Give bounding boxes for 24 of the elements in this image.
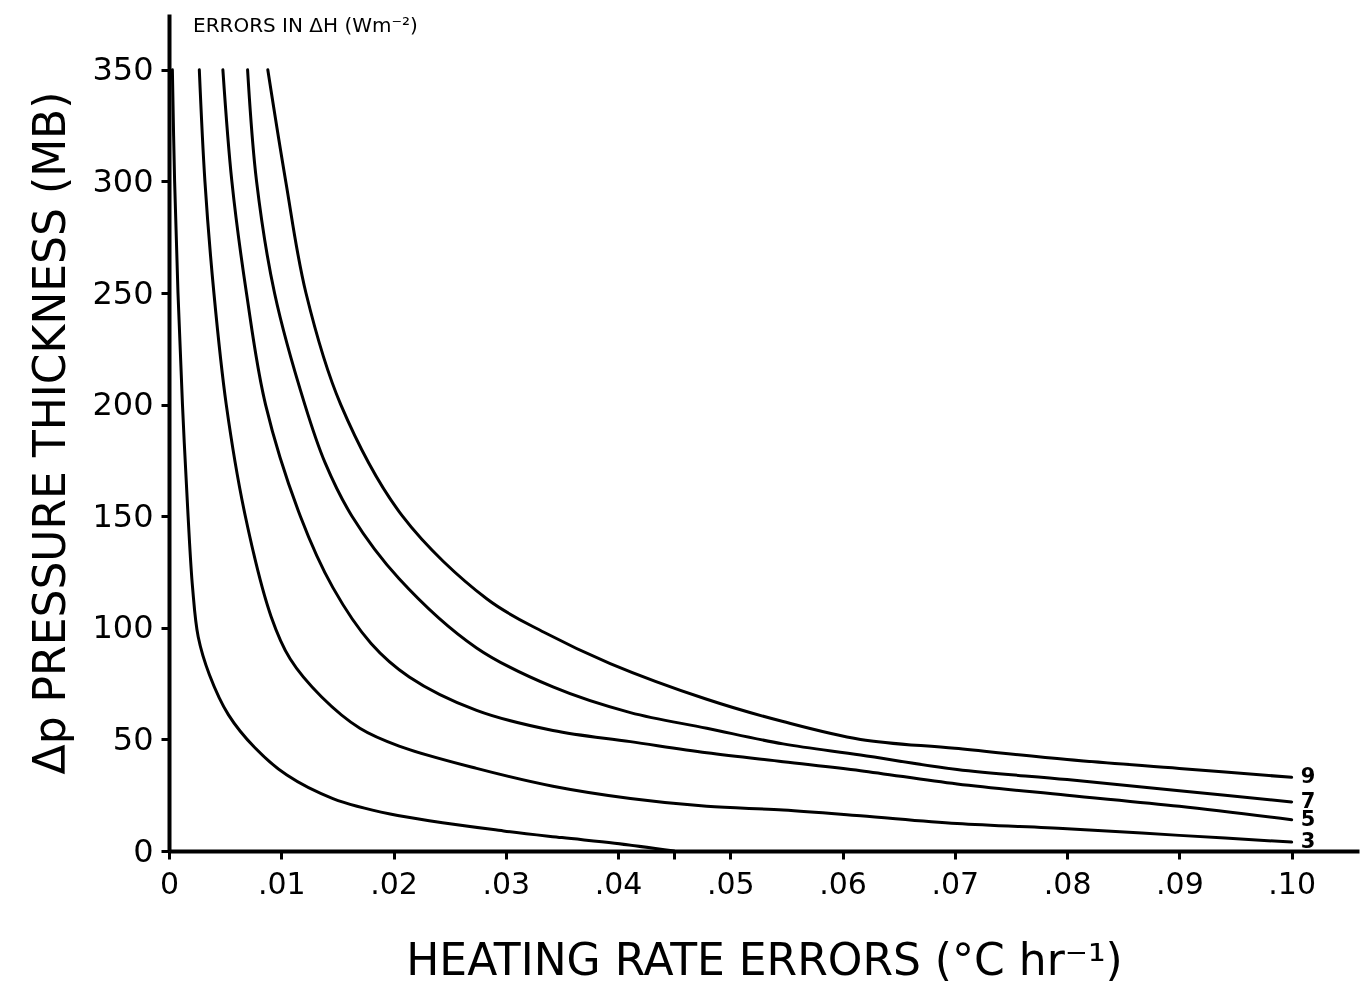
y-tick-label: 0	[133, 831, 154, 870]
y-tick-label: 300	[92, 161, 154, 200]
x-axis-title: HEATING RATE ERRORS (°C hr⁻¹)	[406, 933, 1123, 985]
y-tick-label: 100	[92, 608, 154, 647]
x-tick-label: .06	[819, 865, 867, 901]
x-tick-label: .07	[931, 865, 980, 901]
x-tick-label: 0	[159, 865, 180, 901]
series-label: 3	[1300, 829, 1316, 854]
y-tick-label: 200	[92, 385, 154, 424]
x-tick-label: .02	[370, 865, 418, 901]
x-tick-label: .10	[1268, 865, 1316, 901]
x-tick-label: .08	[1043, 865, 1092, 901]
y-tick-label: 50	[112, 719, 154, 758]
x-tick-label: .09	[1156, 865, 1204, 901]
y-axis-title: Δp PRESSURE THICKNESS (MB)	[24, 91, 76, 775]
x-tick-label: .01	[257, 865, 306, 901]
y-tick-label: 250	[92, 273, 154, 312]
x-tick-label: .05	[706, 865, 755, 901]
y-tick-label: 350	[92, 50, 154, 89]
annotation: ERRORS IN ΔH (Wm⁻²)	[193, 13, 418, 37]
series-label: 9	[1300, 764, 1316, 789]
y-tick-label: 150	[92, 496, 154, 535]
x-tick-label: .04	[594, 865, 643, 901]
x-tick-label: .03	[482, 865, 531, 901]
